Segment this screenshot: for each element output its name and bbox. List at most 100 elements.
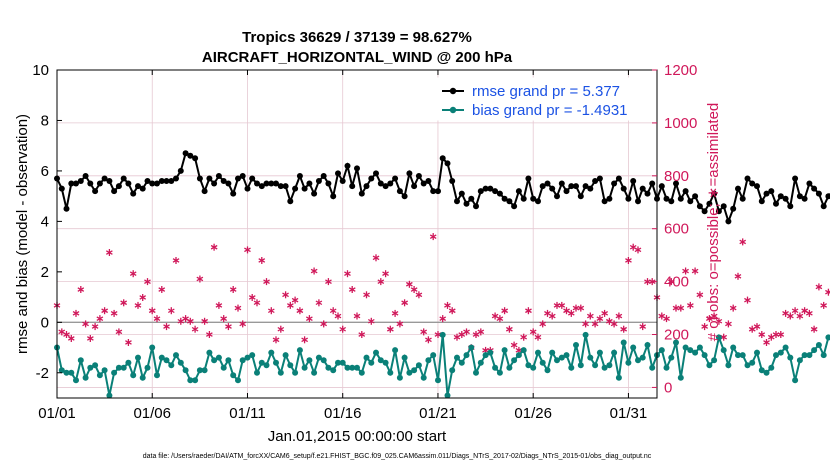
legend-bias-marker — [449, 106, 457, 114]
obs-assimilated-point — [605, 317, 613, 325]
grid-lines — [56, 69, 657, 398]
obs-assimilated-point — [667, 278, 675, 286]
rmse-point — [339, 178, 346, 184]
obs-assimilated-point — [234, 304, 242, 312]
rmse-point — [477, 188, 484, 195]
bias-point — [149, 344, 156, 351]
rmse-point — [796, 193, 803, 200]
obs-assimilated-point — [553, 301, 561, 309]
obs-assimilated-point — [258, 257, 266, 264]
bias-point — [730, 344, 737, 351]
rmse-point — [601, 198, 608, 205]
rmse-point — [749, 180, 756, 187]
rmse-point — [758, 198, 765, 205]
x-tick-label: 01/06 — [133, 405, 171, 422]
rmse-point — [820, 203, 827, 210]
bias-point — [601, 364, 608, 371]
bias-point — [130, 372, 137, 379]
obs-assimilated-point — [125, 339, 132, 346]
rmse-point — [163, 178, 170, 184]
bias-point — [273, 359, 279, 366]
bias-point — [611, 349, 618, 356]
obs-assimilated-point — [825, 288, 830, 296]
rmse-point — [763, 190, 770, 197]
bias-point — [692, 349, 699, 356]
bias-point — [292, 369, 299, 376]
bias-point — [577, 362, 584, 369]
rmse-point — [263, 180, 270, 187]
bias-point — [173, 352, 179, 359]
rmse-point — [720, 203, 727, 210]
obs-assimilated-point — [572, 304, 580, 312]
rmse-point — [115, 183, 122, 190]
obs-assimilated-point — [444, 301, 451, 309]
bias-point — [373, 349, 379, 356]
bias-point — [615, 374, 622, 381]
y-left-tick-label: -2 — [36, 365, 49, 382]
bias-point — [530, 364, 537, 371]
bias-point — [758, 367, 765, 374]
obs-assimilated-point — [72, 309, 80, 317]
obs-assimilated-point — [639, 323, 647, 331]
obs-assimilated-point — [220, 315, 228, 323]
bias-point — [192, 377, 199, 384]
obs-assimilated-point — [415, 291, 423, 299]
bias-point — [101, 367, 108, 374]
bias-point — [120, 364, 127, 371]
rmse-point — [568, 183, 575, 190]
bias-point — [77, 357, 84, 364]
bias-point — [68, 369, 75, 376]
bias-point — [668, 354, 675, 361]
rmse-point — [444, 160, 451, 167]
rmse-point — [344, 162, 351, 169]
bias-point — [715, 334, 722, 341]
y-left-tick-label: 6 — [41, 163, 49, 180]
rmse-point — [354, 165, 360, 172]
rmse-point — [825, 193, 830, 200]
obs-assimilated-point — [634, 246, 642, 254]
obs-assimilated-point — [320, 320, 328, 328]
x-tick-label: 01/21 — [419, 405, 457, 422]
obs-assimilated-point — [820, 301, 828, 309]
bias-point — [725, 362, 732, 369]
obs-assimilated-point — [520, 333, 528, 341]
bias-point — [320, 357, 327, 364]
obs-assimilated-point — [163, 323, 170, 331]
rmse-point — [330, 193, 337, 200]
rmse-point — [315, 178, 322, 184]
rmse-point — [287, 198, 294, 205]
obs-assimilated-point — [101, 307, 109, 315]
y-right-tick-label: 1200 — [664, 62, 697, 79]
obs-assimilated-point — [796, 312, 804, 320]
rmse-point — [182, 150, 189, 157]
rmse-point — [254, 180, 260, 187]
rmse-point — [220, 178, 227, 184]
obs-assimilated-point — [263, 278, 270, 286]
obs-assimilated-point — [229, 286, 237, 293]
bias-point — [682, 344, 689, 351]
legend-box — [431, 77, 653, 121]
series-layer — [53, 150, 830, 399]
bias-point — [430, 352, 437, 359]
obs-assimilated-point — [710, 312, 718, 320]
x-tick-label: 01/11 — [229, 405, 265, 422]
obs-assimilated-point — [225, 323, 232, 331]
bias-point — [211, 357, 218, 364]
obs-assimilated-point — [348, 286, 356, 293]
bias-point — [739, 352, 746, 359]
bias-point — [358, 369, 365, 376]
rmse-point — [792, 175, 799, 182]
y-left-tick-label: 8 — [41, 112, 49, 129]
rmse-point — [173, 175, 179, 182]
rmse-point — [230, 190, 237, 197]
bias-point — [454, 354, 460, 361]
obs-assimilated-point — [620, 325, 628, 333]
rmse-point — [101, 175, 108, 182]
bias-point — [368, 359, 375, 366]
x-axis-label: Jan.01,2015 00:00:00 start — [268, 428, 447, 445]
rmse-point — [592, 178, 599, 184]
rmse-point — [273, 180, 279, 187]
obs-assimilated-point — [786, 312, 794, 320]
bias-point — [544, 367, 551, 374]
